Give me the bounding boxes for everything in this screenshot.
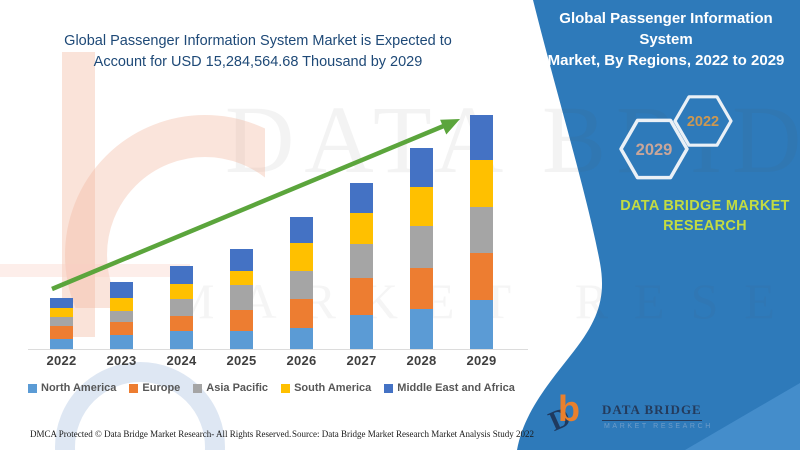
- bar-segment-asia-pacific: [230, 285, 253, 310]
- legend-item-middle-east-and-africa: Middle East and Africa: [384, 382, 515, 394]
- bar-segment-middle-east-and-africa: [470, 115, 493, 160]
- bar-2029: [470, 115, 493, 349]
- logo-tagline: MARKET RESEARCH: [604, 423, 713, 430]
- brand-text-line2: RESEARCH: [663, 218, 747, 234]
- footer-copyright: DMCA Protected © Data Bridge Market Rese…: [30, 429, 292, 439]
- x-axis-line: [28, 349, 528, 350]
- bar-segment-asia-pacific: [170, 299, 193, 316]
- hexagon-2022: [673, 95, 733, 147]
- legend-swatch-middle-east-and-africa: [384, 383, 394, 393]
- legend-label-middle-east-and-africa: Middle East and Africa: [397, 382, 515, 394]
- x-axis-label-2027: 2027: [346, 353, 377, 368]
- legend: North America Europe Asia Pacific South Ame…: [28, 382, 533, 394]
- hexagon-2022-label: 2022: [687, 114, 719, 130]
- brand-text-line1: DATA BRIDGE MARKET: [620, 198, 790, 214]
- footer-source: Source: Data Bridge Market Research Mark…: [292, 429, 534, 439]
- bar-segment-europe: [50, 326, 73, 339]
- x-axis-label-2029: 2029: [466, 353, 497, 368]
- x-axis-label-2028: 2028: [406, 353, 437, 368]
- legend-item-north-america: North America: [28, 382, 116, 394]
- x-axis-label-2023: 2023: [106, 353, 137, 368]
- bar-segment-europe: [230, 310, 253, 331]
- bar-segment-europe: [170, 316, 193, 331]
- side-panel-title-line1: Global Passenger Information System: [559, 10, 773, 48]
- bar-segment-europe: [470, 253, 493, 300]
- bar-2023: [110, 282, 133, 349]
- legend-label-north-america: North America: [41, 382, 117, 394]
- bar-segment-europe: [290, 299, 313, 328]
- legend-item-europe: Europe: [129, 382, 180, 394]
- hexagon-2029: [619, 118, 689, 180]
- side-panel-title: Global Passenger Information System Mark…: [535, 8, 797, 71]
- hexagon-2029-label: 2029: [636, 141, 673, 159]
- bar-segment-south-america: [110, 298, 133, 311]
- legend-item-south-america: South America: [281, 382, 371, 394]
- legend-swatch-asia-pacific: [193, 383, 203, 393]
- bar-segment-north-america: [230, 331, 253, 349]
- x-axis-label-2024: 2024: [166, 353, 197, 368]
- logo-b-icon: b: [558, 388, 580, 429]
- watermark-d-arc: [0, 352, 230, 450]
- bar-segment-north-america: [350, 315, 373, 349]
- bar-segment-europe: [110, 322, 133, 335]
- x-axis-label-2025: 2025: [226, 353, 257, 368]
- bar-segment-asia-pacific: [110, 311, 133, 322]
- legend-label-south-america: South America: [294, 382, 372, 394]
- legend-label-asia-pacific: Asia Pacific: [206, 382, 269, 394]
- brand-text: DATA BRIDGE MARKET RESEARCH: [610, 196, 800, 236]
- legend-item-asia-pacific: Asia Pacific: [193, 382, 268, 394]
- bar-segment-south-america: [470, 160, 493, 207]
- bar-segment-north-america: [50, 339, 73, 349]
- bar-2022: [50, 298, 73, 349]
- panel-corner-accent: [685, 383, 800, 450]
- legend-swatch-europe: [129, 383, 139, 393]
- bar-segment-middle-east-and-africa: [50, 298, 73, 308]
- bar-segment-south-america: [50, 308, 73, 317]
- bar-segment-north-america: [470, 300, 493, 349]
- x-axis-label-2026: 2026: [286, 353, 317, 368]
- bar-segment-north-america: [410, 309, 433, 349]
- bar-segment-north-america: [110, 335, 133, 349]
- logo-name: DATA BRIDGE: [602, 402, 702, 421]
- legend-label-europe: Europe: [142, 382, 181, 394]
- bar-segment-north-america: [170, 331, 193, 349]
- x-axis-label-2022: 2022: [46, 353, 77, 368]
- page-title-line1: Global Passenger Information System Mark…: [64, 33, 452, 49]
- bar-segment-north-america: [290, 328, 313, 349]
- side-panel-shape: [517, 0, 800, 450]
- page-title: Global Passenger Information System Mark…: [30, 31, 486, 73]
- company-logo: D b DATA BRIDGE MARKET RESEARCH: [544, 388, 770, 444]
- page-title-line2: Account for USD 15,284,564.68 Thousand b…: [93, 54, 423, 70]
- legend-swatch-north-america: [28, 383, 37, 393]
- legend-swatch-south-america: [281, 383, 291, 393]
- side-panel-title-line2: Market, By Regions, 2022 to 2029: [547, 52, 785, 69]
- bar-segment-asia-pacific: [470, 207, 493, 253]
- bar-segment-asia-pacific: [50, 317, 73, 326]
